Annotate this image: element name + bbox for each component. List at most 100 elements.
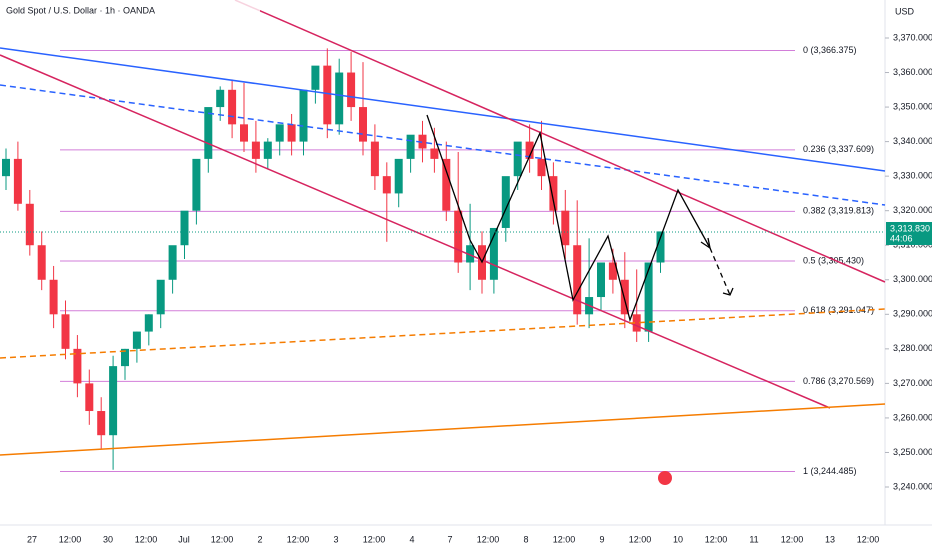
y-tick-label: 3,280.000 — [893, 343, 932, 353]
x-tick-label: 9 — [599, 534, 604, 544]
x-tick-label: 3 — [333, 534, 338, 544]
candle-body — [513, 141, 522, 177]
candle-body — [454, 210, 463, 263]
candle-body — [632, 314, 641, 332]
candle-body — [442, 158, 451, 211]
candle-body — [394, 158, 403, 194]
y-tick-label: 3,300.000 — [893, 274, 932, 284]
x-tick-label: 12:00 — [857, 534, 880, 544]
price-tag-label: 3,313.830 — [890, 223, 930, 233]
channel-line — [0, 54, 831, 409]
candle-body — [73, 348, 82, 384]
candle-body — [168, 245, 177, 280]
candle-body — [335, 72, 344, 125]
candle-body — [287, 124, 296, 142]
candle-body — [370, 141, 379, 177]
y-tick-label: 3,260.000 — [893, 412, 932, 422]
fib-label: 0.236 (3,337.609) — [803, 144, 874, 154]
price-tag — [886, 222, 932, 246]
candle-body — [156, 279, 165, 315]
y-tick-label: 3,340.000 — [893, 136, 932, 146]
candle-body — [97, 411, 106, 436]
x-tick-label: 13 — [825, 534, 835, 544]
candle-body — [13, 158, 22, 204]
arrow-head — [722, 287, 734, 296]
candle-body — [121, 348, 129, 367]
support-line — [0, 403, 886, 456]
y-tick-label: 3,270.000 — [893, 378, 932, 388]
x-tick-label: 12:00 — [629, 534, 652, 544]
trend-line — [0, 47, 886, 172]
candle-body — [144, 314, 153, 332]
candle-body — [347, 72, 356, 108]
candle-body — [597, 262, 605, 298]
trend-line — [0, 84, 886, 206]
x-tick-label: 12:00 — [781, 534, 804, 544]
candle-body — [501, 176, 510, 228]
candle-body — [549, 176, 558, 211]
channel-line — [234, 0, 886, 283]
x-tick-label: 11 — [749, 534, 758, 544]
candle-body — [299, 89, 308, 142]
candle-body — [37, 245, 46, 280]
candle-body — [608, 262, 617, 280]
fib-label: 0.786 (3,270.569) — [803, 376, 874, 386]
x-tick-label: 12:00 — [477, 534, 500, 544]
candle-body — [240, 124, 248, 142]
fib-label: 0 (3,366.375) — [803, 45, 857, 55]
x-tick-label: 12:00 — [705, 534, 728, 544]
candle-body — [620, 279, 629, 315]
x-tick-label: 2 — [257, 534, 262, 544]
support-line — [0, 308, 886, 359]
x-tick-label: 10 — [673, 534, 683, 544]
currency: USD — [895, 6, 915, 16]
x-tick-label: 7 — [447, 534, 452, 544]
candle-body — [109, 366, 118, 436]
x-tick-label: 4 — [409, 534, 414, 544]
x-tick-label: 8 — [523, 534, 528, 544]
candle-body — [537, 158, 546, 177]
y-tick-label: 3,360.000 — [893, 67, 932, 77]
candle-body — [228, 89, 237, 125]
candle-body — [311, 65, 320, 90]
candle-body — [359, 107, 367, 142]
chart-title: Gold Spot / U.S. Dollar · 1h · OANDA — [6, 5, 155, 15]
title-bg — [0, 0, 260, 20]
candle-body — [561, 210, 570, 246]
candle-body — [192, 158, 201, 211]
candle-body — [132, 331, 141, 349]
candle-body — [656, 231, 665, 263]
candle-body — [644, 262, 653, 332]
candle-body — [489, 227, 498, 280]
x-tick-label: Jul — [178, 534, 190, 544]
candle-body — [406, 134, 415, 159]
fib-label: 1 (3,244.485) — [803, 466, 857, 476]
x-tick-label: 30 — [103, 534, 113, 544]
x-tick-label: 12:00 — [211, 534, 234, 544]
y-tick-label: 3,350.000 — [893, 101, 932, 111]
x-tick-label: 12:00 — [287, 534, 310, 544]
y-tick-label: 3,370.000 — [893, 32, 932, 42]
candle-body — [263, 141, 272, 159]
event-icon[interactable] — [658, 471, 672, 485]
countdown: 44:06 — [890, 233, 913, 243]
candle-body — [382, 176, 391, 194]
candle-body — [275, 124, 284, 142]
candles — [2, 48, 665, 470]
candle-body — [573, 245, 582, 315]
x-tick-label: 12:00 — [553, 534, 576, 544]
candle-body — [430, 148, 439, 159]
y-tick-label: 3,320.000 — [893, 205, 932, 215]
candle-body — [2, 158, 10, 177]
x-tick-label: 12:00 — [135, 534, 158, 544]
candle-body — [204, 107, 213, 159]
x-tick-label: 27 — [27, 534, 37, 544]
x-tick-label: 12:00 — [59, 534, 82, 544]
candle-body — [25, 203, 34, 246]
candle-body — [466, 245, 475, 263]
y-tick-label: 3,330.000 — [893, 171, 932, 181]
drawings — [0, 0, 886, 456]
candle-body — [323, 65, 332, 125]
candle-body — [525, 141, 534, 159]
